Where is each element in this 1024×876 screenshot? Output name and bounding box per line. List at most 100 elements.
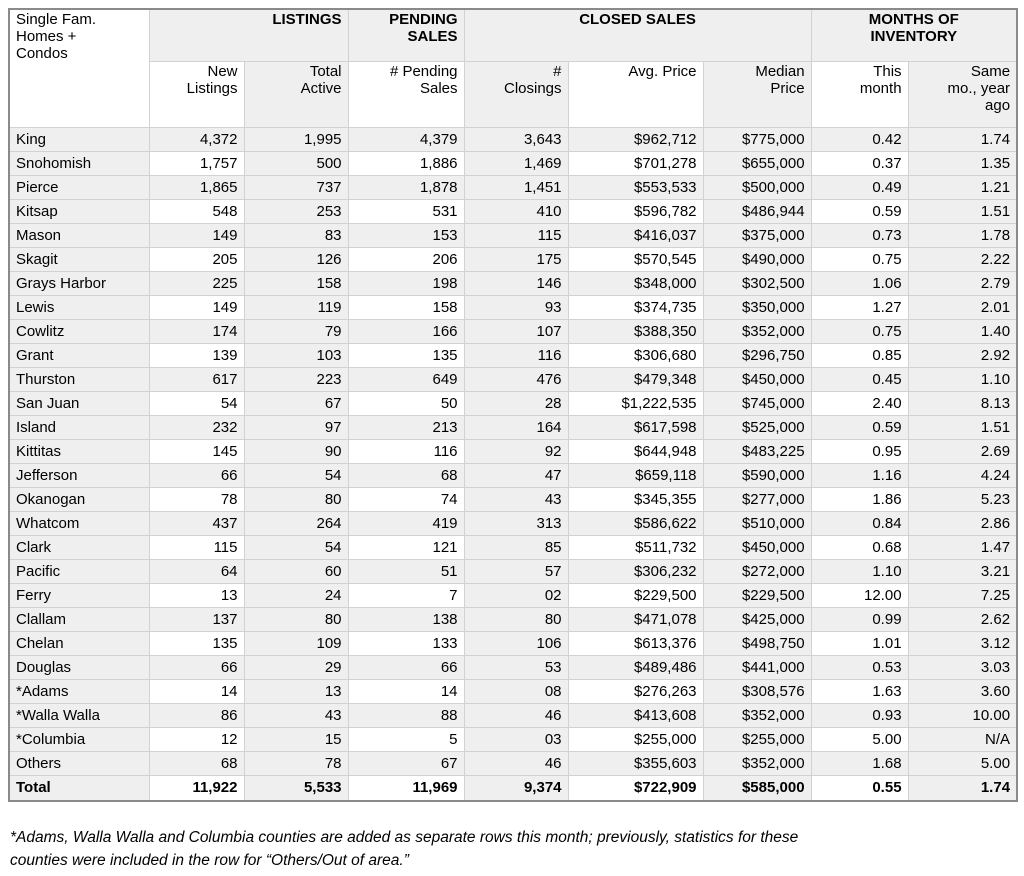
value-cell: 223 (243, 366, 349, 392)
value-cell: 175 (463, 246, 569, 272)
county-cell: King (8, 126, 150, 152)
value-cell: 12.00 (810, 582, 909, 608)
table-row: Thurston 617 223 649 476 $479,348 $450,000 0.45… (8, 366, 1018, 392)
value-cell: 50 (347, 390, 465, 416)
value-cell: 0.45 (810, 366, 909, 392)
value-cell: 1.47 (907, 534, 1018, 560)
value-cell: 146 (463, 270, 569, 296)
value-cell: 3.12 (907, 630, 1018, 656)
county-cell: Kitsap (8, 198, 150, 224)
value-cell: 0.93 (810, 702, 909, 728)
value-cell: 0.55 (810, 774, 909, 802)
value-cell: $655,000 (702, 150, 812, 176)
value-cell: 13 (243, 678, 349, 704)
value-cell: 80 (243, 606, 349, 632)
table-row: Whatcom 437 264 419 313 $586,622 $510,000 0.84 2… (8, 510, 1018, 536)
value-cell: 83 (243, 222, 349, 248)
value-cell: 2.01 (907, 294, 1018, 320)
value-cell: 9,374 (463, 774, 569, 802)
value-cell: 1,886 (347, 150, 465, 176)
value-cell: 90 (243, 438, 349, 464)
table-row: Kittitas 145 90 116 92 $644,948 $483,225 0.95 2.… (8, 438, 1018, 464)
value-cell: 11,922 (148, 774, 245, 802)
value-cell: 3.60 (907, 678, 1018, 704)
value-cell: 1.40 (907, 318, 1018, 344)
value-cell: 0.49 (810, 174, 909, 200)
value-cell: $745,000 (702, 390, 812, 416)
value-cell: $962,712 (567, 126, 704, 152)
value-cell: $277,000 (702, 486, 812, 512)
value-cell: $1,222,535 (567, 390, 704, 416)
value-cell: 158 (243, 270, 349, 296)
value-cell: 66 (347, 654, 465, 680)
value-cell: 5,533 (243, 774, 349, 802)
value-cell: 85 (463, 534, 569, 560)
value-cell: 88 (347, 702, 465, 728)
value-cell: 737 (243, 174, 349, 200)
value-cell: 205 (148, 246, 245, 272)
value-cell: 115 (463, 222, 569, 248)
header-listings: LISTINGS (148, 8, 349, 62)
value-cell: 0.59 (810, 198, 909, 224)
table-row: Douglas 66 29 66 53 $489,486 $441,000 0.53 3.03 (8, 654, 1018, 680)
county-cell: Clark (8, 534, 150, 560)
value-cell: 174 (148, 318, 245, 344)
value-cell: $306,232 (567, 558, 704, 584)
value-cell: 419 (347, 510, 465, 536)
col-header-avg-price: Avg. Price (567, 60, 704, 128)
value-cell: 1.74 (907, 126, 1018, 152)
county-cell: Chelan (8, 630, 150, 656)
table-row: Chelan 135 109 133 106 $613,376 $498,750 1.01 3.… (8, 630, 1018, 656)
value-cell: 548 (148, 198, 245, 224)
value-cell: 5.23 (907, 486, 1018, 512)
value-cell: 68 (148, 750, 245, 776)
value-cell: 133 (347, 630, 465, 656)
value-cell: 1.06 (810, 270, 909, 296)
value-cell: 1.10 (907, 366, 1018, 392)
value-cell: 206 (347, 246, 465, 272)
table-row: Cowlitz 174 79 166 107 $388,350 $352,000 0.75 1.… (8, 318, 1018, 344)
county-cell: Island (8, 414, 150, 440)
value-cell: $617,598 (567, 414, 704, 440)
value-cell: 166 (347, 318, 465, 344)
value-cell: 5 (347, 726, 465, 752)
county-cell: Grays Harbor (8, 270, 150, 296)
value-cell: 1,878 (347, 174, 465, 200)
total-row: Total 11,922 5,533 11,969 9,374 $722,909 $585,… (8, 774, 1018, 802)
table-row: Grays Harbor 225 158 198 146 $348,000 $302,500… (8, 270, 1018, 296)
value-cell: $525,000 (702, 414, 812, 440)
value-cell: 0.37 (810, 150, 909, 176)
county-cell: Pierce (8, 174, 150, 200)
county-cell: *Adams (8, 678, 150, 704)
value-cell: $255,000 (567, 726, 704, 752)
value-cell: 107 (463, 318, 569, 344)
value-cell: 03 (463, 726, 569, 752)
value-cell: $471,078 (567, 606, 704, 632)
value-cell: 198 (347, 270, 465, 296)
value-cell: $229,500 (567, 582, 704, 608)
value-cell: $486,944 (702, 198, 812, 224)
county-cell: Okanogan (8, 486, 150, 512)
county-cell: Snohomish (8, 150, 150, 176)
value-cell: $722,909 (567, 774, 704, 802)
value-cell: $352,000 (702, 702, 812, 728)
value-cell: 43 (243, 702, 349, 728)
county-stats-table: Single Fam. Homes + Condos LISTINGS PEND… (8, 8, 1019, 802)
col-header-median-price: Median Price (702, 60, 812, 128)
value-cell: 153 (347, 222, 465, 248)
col-header-same-month-year-ago: Same mo., year ago (907, 60, 1018, 128)
value-cell: 4.24 (907, 462, 1018, 488)
value-cell: 313 (463, 510, 569, 536)
value-cell: 1.10 (810, 558, 909, 584)
value-cell: 3,643 (463, 126, 569, 152)
value-cell: 60 (243, 558, 349, 584)
table-row: Island 232 97 213 164 $617,598 $525,000 0.59 1.5… (8, 414, 1018, 440)
value-cell: 78 (148, 486, 245, 512)
value-cell: 1.27 (810, 294, 909, 320)
value-cell: 476 (463, 366, 569, 392)
county-cell: Ferry (8, 582, 150, 608)
value-cell: 1.16 (810, 462, 909, 488)
value-cell: $701,278 (567, 150, 704, 176)
value-cell: N/A (907, 726, 1018, 752)
value-cell: 115 (148, 534, 245, 560)
